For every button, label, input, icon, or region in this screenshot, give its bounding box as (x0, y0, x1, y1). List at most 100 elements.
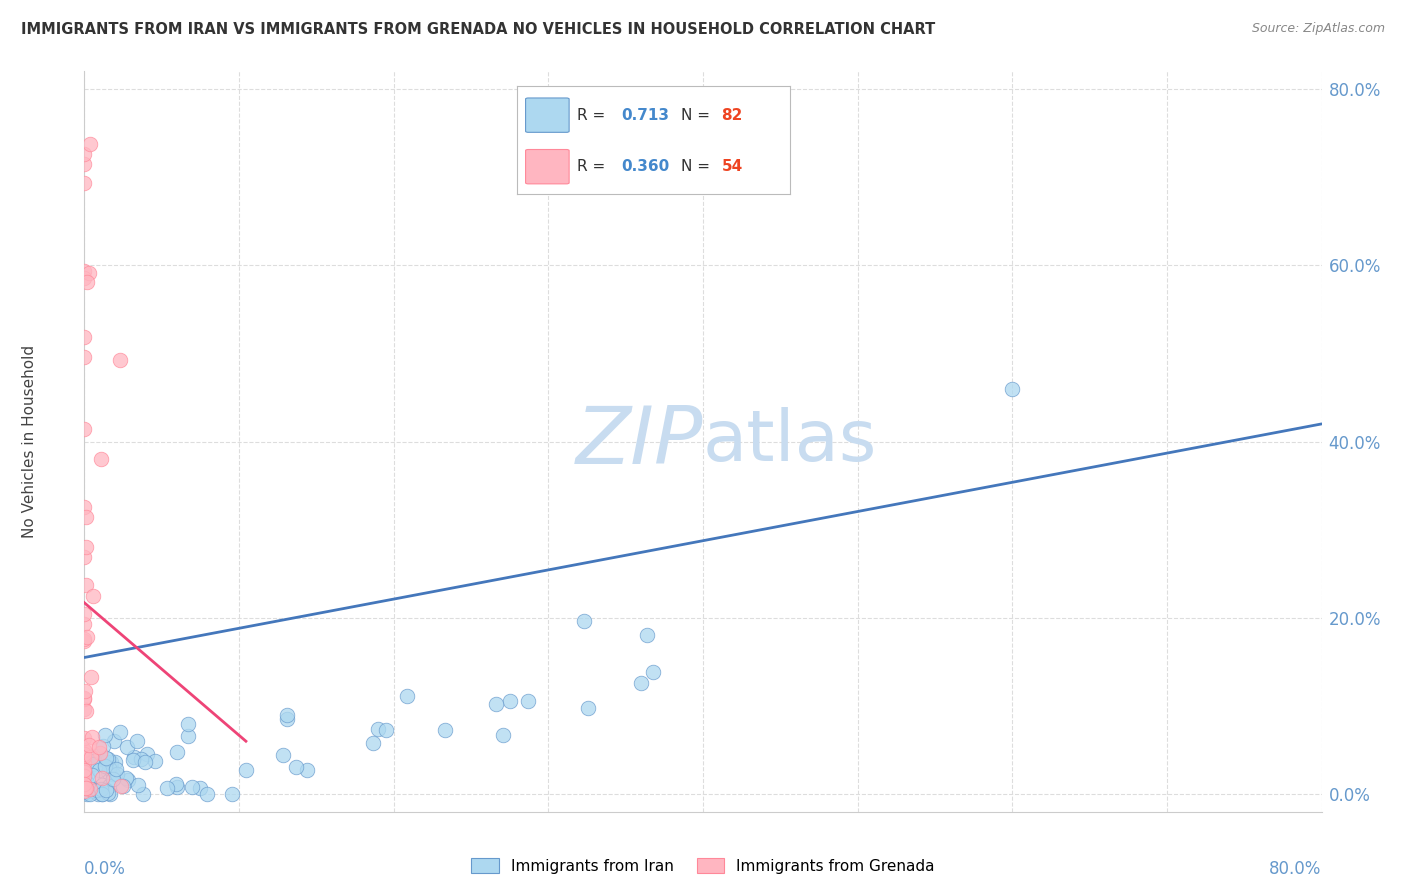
Point (97, 786, 120, 800)
Point (129, 752, 152, 766)
Point (86, 748, 108, 763)
Point (276, 708, 298, 723)
Point (73, 744, 96, 758)
Point (73, 176, 96, 190)
Point (105, 766, 128, 780)
Point (73, 777, 96, 791)
Point (79, 782, 101, 797)
Point (122, 750, 145, 764)
Point (75, 780, 97, 795)
Point (75, 578, 97, 592)
Point (91, 787, 114, 801)
Point (77, 739, 100, 753)
Point (90, 452, 112, 467)
Point (80, 767, 103, 781)
Point (82, 756, 104, 771)
Point (91, 739, 114, 753)
Point (177, 729, 200, 743)
Point (86, 782, 108, 797)
Point (73, 748, 96, 763)
Point (76, 630, 98, 644)
Point (73, 763, 96, 777)
Point (75, 785, 97, 799)
Point (73, 702, 96, 716)
Point (576, 701, 599, 715)
Point (97, 752, 120, 766)
Point (75, 509, 97, 524)
Point (295, 763, 318, 777)
Point (73, 747, 96, 761)
Point (73, 270, 96, 285)
Point (630, 676, 652, 690)
Point (75, 704, 97, 718)
Point (396, 689, 419, 703)
Point (156, 780, 179, 795)
Point (73, 422, 96, 436)
Point (136, 747, 159, 762)
Point (374, 723, 396, 738)
Point (76, 776, 98, 790)
Text: No Vehicles in Household: No Vehicles in Household (22, 345, 38, 538)
Point (94, 750, 117, 764)
Point (73, 607, 96, 622)
Point (235, 763, 257, 777)
Point (101, 766, 124, 780)
Point (105, 762, 128, 776)
Point (73, 616, 96, 631)
Text: 0.0%: 0.0% (84, 860, 127, 879)
Point (197, 787, 219, 801)
Point (110, 779, 132, 793)
Point (73, 157, 96, 171)
Point (166, 745, 188, 759)
Point (75, 541, 97, 555)
Point (108, 724, 131, 739)
Point (77, 266, 100, 280)
Point (271, 748, 294, 763)
Point (177, 717, 200, 731)
Point (76, 275, 98, 289)
Point (434, 723, 457, 737)
Point (73, 731, 96, 745)
Point (73, 350, 96, 364)
Point (79, 137, 101, 152)
Point (180, 780, 202, 795)
Point (83, 754, 105, 768)
Point (94, 759, 117, 773)
Point (492, 729, 515, 743)
Point (367, 723, 389, 737)
Point (73, 692, 96, 706)
Point (134, 756, 156, 770)
Point (221, 787, 243, 801)
Point (572, 615, 595, 629)
Point (484, 697, 506, 711)
Point (73, 748, 96, 763)
Point (76, 767, 98, 781)
Point (80, 750, 103, 764)
Point (73, 683, 96, 698)
Point (96, 755, 118, 769)
Point (100, 755, 122, 769)
Point (188, 781, 211, 796)
Point (73, 781, 96, 796)
Point (80, 670, 103, 684)
Point (166, 780, 188, 794)
Text: 80.0%: 80.0% (1270, 860, 1322, 879)
Point (86, 787, 108, 801)
Point (125, 733, 148, 747)
Point (276, 712, 298, 726)
Point (73, 769, 96, 783)
Point (94, 728, 117, 742)
Point (115, 739, 138, 754)
Point (73, 147, 96, 161)
Point (82, 730, 104, 744)
Point (101, 772, 124, 786)
Point (73, 765, 96, 780)
Point (73, 500, 96, 515)
Point (122, 754, 145, 768)
Text: ZIP: ZIP (575, 402, 703, 481)
Point (89, 746, 111, 760)
Point (76, 787, 98, 801)
Point (1001, 382, 1024, 396)
Point (641, 665, 664, 679)
Point (87, 739, 110, 754)
